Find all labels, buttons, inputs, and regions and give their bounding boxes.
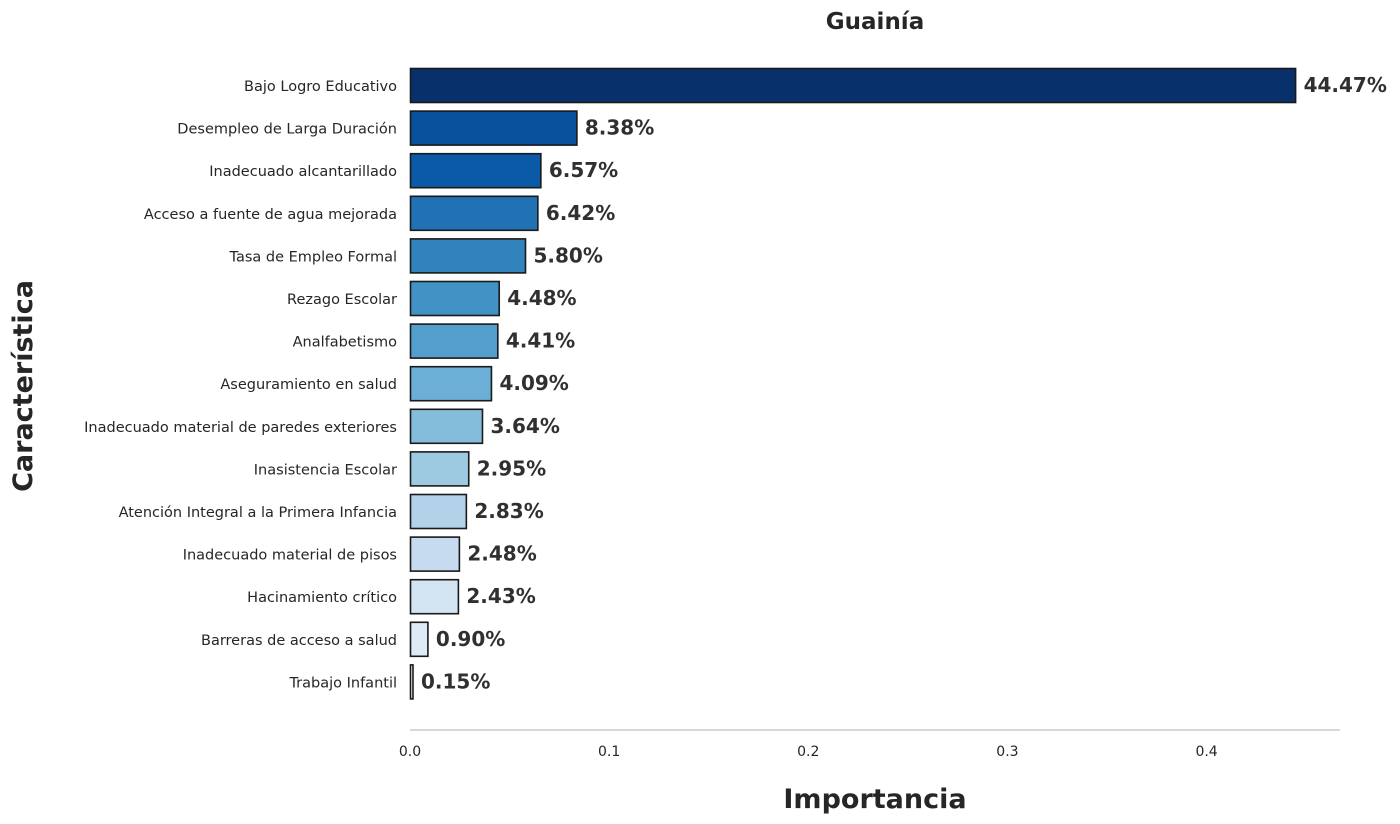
data-label: 6.57%: [549, 158, 618, 182]
bar: [409, 195, 539, 232]
data-label: 2.95%: [477, 456, 546, 480]
y-tick-label: Analfabetismo: [293, 335, 398, 351]
bar: [409, 365, 493, 402]
data-label: 6.42%: [546, 201, 615, 225]
x-tick-label: 0.1: [598, 744, 620, 760]
y-axis-title: Característica: [8, 280, 39, 492]
data-label: 2.43%: [466, 584, 535, 608]
y-tick-label: Desempleo de Larga Duración: [177, 122, 397, 138]
bar: [409, 408, 484, 445]
y-tick-label: Trabajo Infantil: [288, 675, 397, 691]
bar: [409, 280, 501, 317]
x-axis-ticks: 0.0 0.1 0.2 0.3 0.4: [399, 744, 1218, 760]
bar: [409, 664, 414, 700]
x-tick-label: 0.4: [1195, 744, 1217, 760]
bar: [409, 536, 461, 572]
data-label: 4.09%: [499, 371, 568, 395]
y-tick-label: Inadecuado alcantarillado: [209, 164, 397, 180]
bar: [409, 67, 1297, 104]
x-tick-label: 0.2: [797, 744, 819, 760]
data-label: 2.83%: [474, 499, 543, 523]
bar: [409, 238, 527, 274]
y-tick-label: Inasistencia Escolar: [254, 462, 397, 478]
data-label: 3.64%: [490, 414, 559, 438]
x-axis-title: Importancia: [783, 784, 966, 815]
bar: [409, 323, 499, 359]
data-labels: 44.47% 8.38% 6.57% 6.42% 5.80% 4.48% 4.41% 4.09…: [421, 73, 1387, 693]
y-tick-label: Tasa de Empleo Formal: [229, 249, 398, 265]
chart-title: Guainía: [826, 9, 924, 35]
bar: [409, 152, 542, 189]
y-tick-label: Inadecuado material de paredes exteriore…: [84, 420, 397, 436]
data-label: 5.80%: [534, 243, 603, 267]
data-label: 4.41%: [506, 329, 575, 353]
bar: [409, 451, 470, 487]
y-tick-label: Rezago Escolar: [287, 292, 397, 308]
y-tick-label: Barreras de acceso a salud: [201, 633, 397, 649]
y-tick-label: Inadecuado material de pisos: [183, 548, 397, 564]
data-label: 2.48%: [467, 542, 536, 566]
y-tick-label: Hacinamiento crítico: [247, 590, 397, 606]
y-tick-label: Aseguramiento en salud: [220, 377, 397, 393]
data-label: 4.48%: [507, 286, 576, 310]
data-label: 8.38%: [585, 116, 654, 140]
y-tick-label: Acceso a fuente de agua mejorada: [144, 207, 397, 223]
x-tick-label: 0.3: [996, 744, 1018, 760]
bar: [409, 621, 429, 658]
bars: [409, 67, 1297, 700]
data-label: 0.15%: [421, 669, 490, 693]
y-axis-labels: Bajo Logro Educativo Desempleo de Larga D…: [84, 79, 397, 691]
y-tick-label: Bajo Logro Educativo: [244, 79, 397, 95]
data-label: 0.90%: [436, 627, 505, 651]
x-tick-label: 0.0: [399, 744, 421, 760]
bar: [409, 578, 460, 615]
bar: [409, 110, 578, 146]
bar: [409, 493, 468, 530]
data-label: 44.47%: [1304, 73, 1387, 97]
y-tick-label: Atención Integral a la Primera Infancia: [119, 505, 397, 521]
